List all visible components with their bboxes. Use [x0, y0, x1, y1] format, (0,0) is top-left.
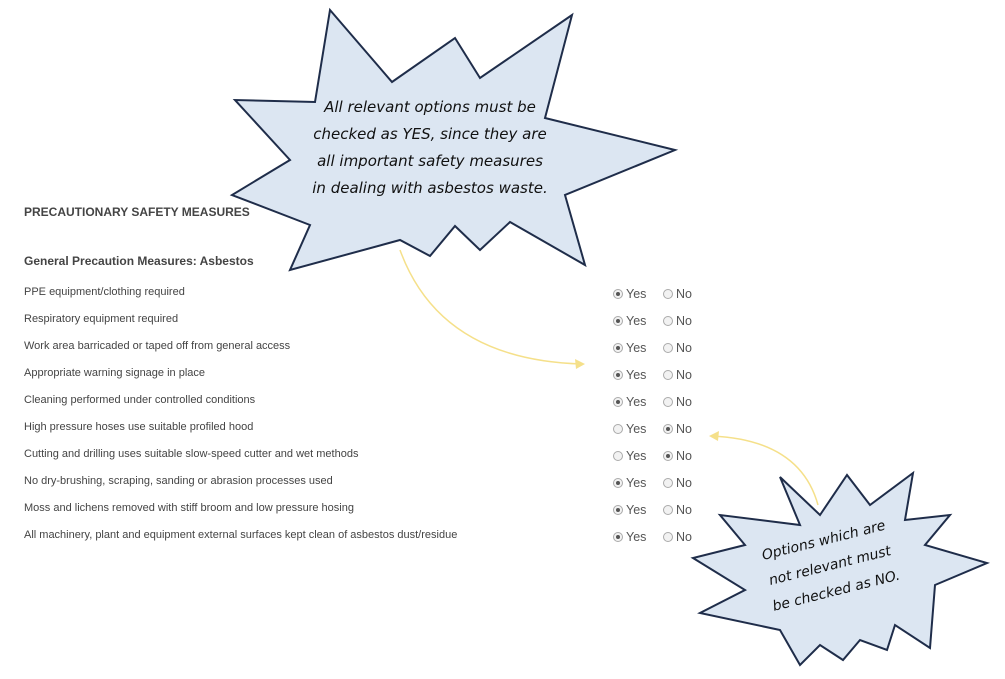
callout-line: All relevant options must be: [324, 98, 536, 116]
yes-label: Yes: [626, 314, 647, 328]
question-label: Appropriate warning signage in place: [24, 367, 206, 379]
yes-label: Yes: [626, 476, 647, 490]
radio-icon[interactable]: [663, 289, 673, 299]
no-label: No: [676, 314, 692, 328]
question-row: Work area barricaded or taped off from g…: [0, 340, 720, 371]
no-radio[interactable]: No: [663, 395, 692, 409]
radio-icon[interactable]: [663, 397, 673, 407]
callout-burst-bottom: [690, 470, 990, 667]
no-label: No: [676, 422, 692, 436]
question-label: Respiratory equipment required: [24, 313, 179, 325]
radio-icon[interactable]: [613, 397, 623, 407]
question-label: Moss and lichens removed with stiff broo…: [24, 502, 354, 514]
no-label: No: [676, 287, 692, 301]
question-row: Appropriate warning signage in place Yes…: [0, 367, 720, 398]
radio-icon[interactable]: [663, 343, 673, 353]
no-label: No: [676, 530, 692, 544]
radio-icon[interactable]: [663, 451, 673, 461]
yes-label: Yes: [626, 287, 647, 301]
question-label: Cleaning performed under controlled cond…: [24, 394, 256, 406]
arrow-bottom: [711, 435, 819, 506]
radio-icon[interactable]: [663, 424, 673, 434]
radio-icon[interactable]: [613, 370, 623, 380]
radio-icon[interactable]: [613, 316, 623, 326]
yes-radio[interactable]: Yes: [613, 314, 646, 328]
question-label: Cutting and drilling uses suitable slow-…: [24, 448, 359, 460]
radio-icon[interactable]: [663, 478, 673, 488]
no-label: No: [676, 449, 692, 463]
question-row: Respiratory equipment required Yes No: [0, 313, 720, 344]
question-row: Moss and lichens removed with stiff broo…: [0, 502, 720, 533]
yes-radio[interactable]: Yes: [613, 503, 646, 517]
yes-label: Yes: [626, 530, 647, 544]
yes-label: Yes: [626, 422, 647, 436]
section-title: PRECAUTIONARY SAFETY MEASURES: [24, 205, 250, 219]
yes-radio[interactable]: Yes: [613, 476, 646, 490]
radio-icon[interactable]: [613, 289, 623, 299]
yes-radio[interactable]: Yes: [613, 530, 646, 544]
yes-radio[interactable]: Yes: [613, 341, 646, 355]
question-label: All machinery, plant and equipment exter…: [24, 529, 458, 541]
question-label: PPE equipment/clothing required: [24, 286, 185, 298]
question-row: Cutting and drilling uses suitable slow-…: [0, 448, 720, 479]
callout-line: in dealing with asbestos waste.: [312, 179, 548, 197]
yes-label: Yes: [626, 341, 647, 355]
no-label: No: [676, 476, 692, 490]
no-label: No: [676, 395, 692, 409]
no-label: No: [676, 503, 692, 517]
radio-icon[interactable]: [613, 451, 623, 461]
yes-label: Yes: [626, 395, 647, 409]
radio-icon[interactable]: [663, 316, 673, 326]
arrowhead-bottom: [709, 431, 719, 441]
radio-icon[interactable]: [613, 424, 623, 434]
yes-radio[interactable]: Yes: [613, 422, 646, 436]
yes-radio[interactable]: Yes: [613, 368, 646, 382]
radio-icon[interactable]: [613, 505, 623, 515]
arrowhead-top: [575, 359, 585, 369]
question-row: No dry-brushing, scraping, sanding or ab…: [0, 475, 720, 506]
radio-icon[interactable]: [663, 532, 673, 542]
question-label: No dry-brushing, scraping, sanding or ab…: [24, 475, 333, 487]
no-radio[interactable]: No: [663, 368, 692, 382]
question-row: High pressure hoses use suitable profile…: [0, 421, 720, 452]
yes-label: Yes: [626, 449, 647, 463]
yes-label: Yes: [626, 503, 647, 517]
no-radio[interactable]: No: [663, 449, 692, 463]
no-radio[interactable]: No: [663, 530, 692, 544]
yes-radio[interactable]: Yes: [613, 395, 646, 409]
callout-line: checked as YES, since they are: [313, 125, 547, 143]
no-radio[interactable]: No: [663, 422, 692, 436]
callout-line: all important safety measures: [317, 152, 543, 170]
yes-radio[interactable]: Yes: [613, 449, 646, 463]
callout-burst-top: [229, 7, 679, 272]
radio-icon[interactable]: [663, 370, 673, 380]
question-row: All machinery, plant and equipment exter…: [0, 529, 720, 560]
subsection-title: General Precaution Measures: Asbestos: [24, 254, 254, 268]
no-label: No: [676, 368, 692, 382]
question-label: High pressure hoses use suitable profile…: [24, 421, 254, 433]
question-row: Cleaning performed under controlled cond…: [0, 394, 720, 425]
no-radio[interactable]: No: [663, 314, 692, 328]
no-radio[interactable]: No: [663, 287, 692, 301]
no-radio[interactable]: No: [663, 476, 692, 490]
no-label: No: [676, 341, 692, 355]
radio-icon[interactable]: [613, 478, 623, 488]
arrow-top: [399, 249, 583, 365]
no-radio[interactable]: No: [663, 341, 692, 355]
question-label: Work area barricaded or taped off from g…: [24, 340, 291, 352]
yes-radio[interactable]: Yes: [613, 287, 646, 301]
radio-icon[interactable]: [663, 505, 673, 515]
radio-icon[interactable]: [613, 532, 623, 542]
question-row: PPE equipment/clothing required Yes No: [0, 286, 720, 317]
radio-icon[interactable]: [613, 343, 623, 353]
no-radio[interactable]: No: [663, 503, 692, 517]
callout-text-top: All relevant options must be checked as …: [290, 94, 570, 202]
yes-label: Yes: [626, 368, 647, 382]
